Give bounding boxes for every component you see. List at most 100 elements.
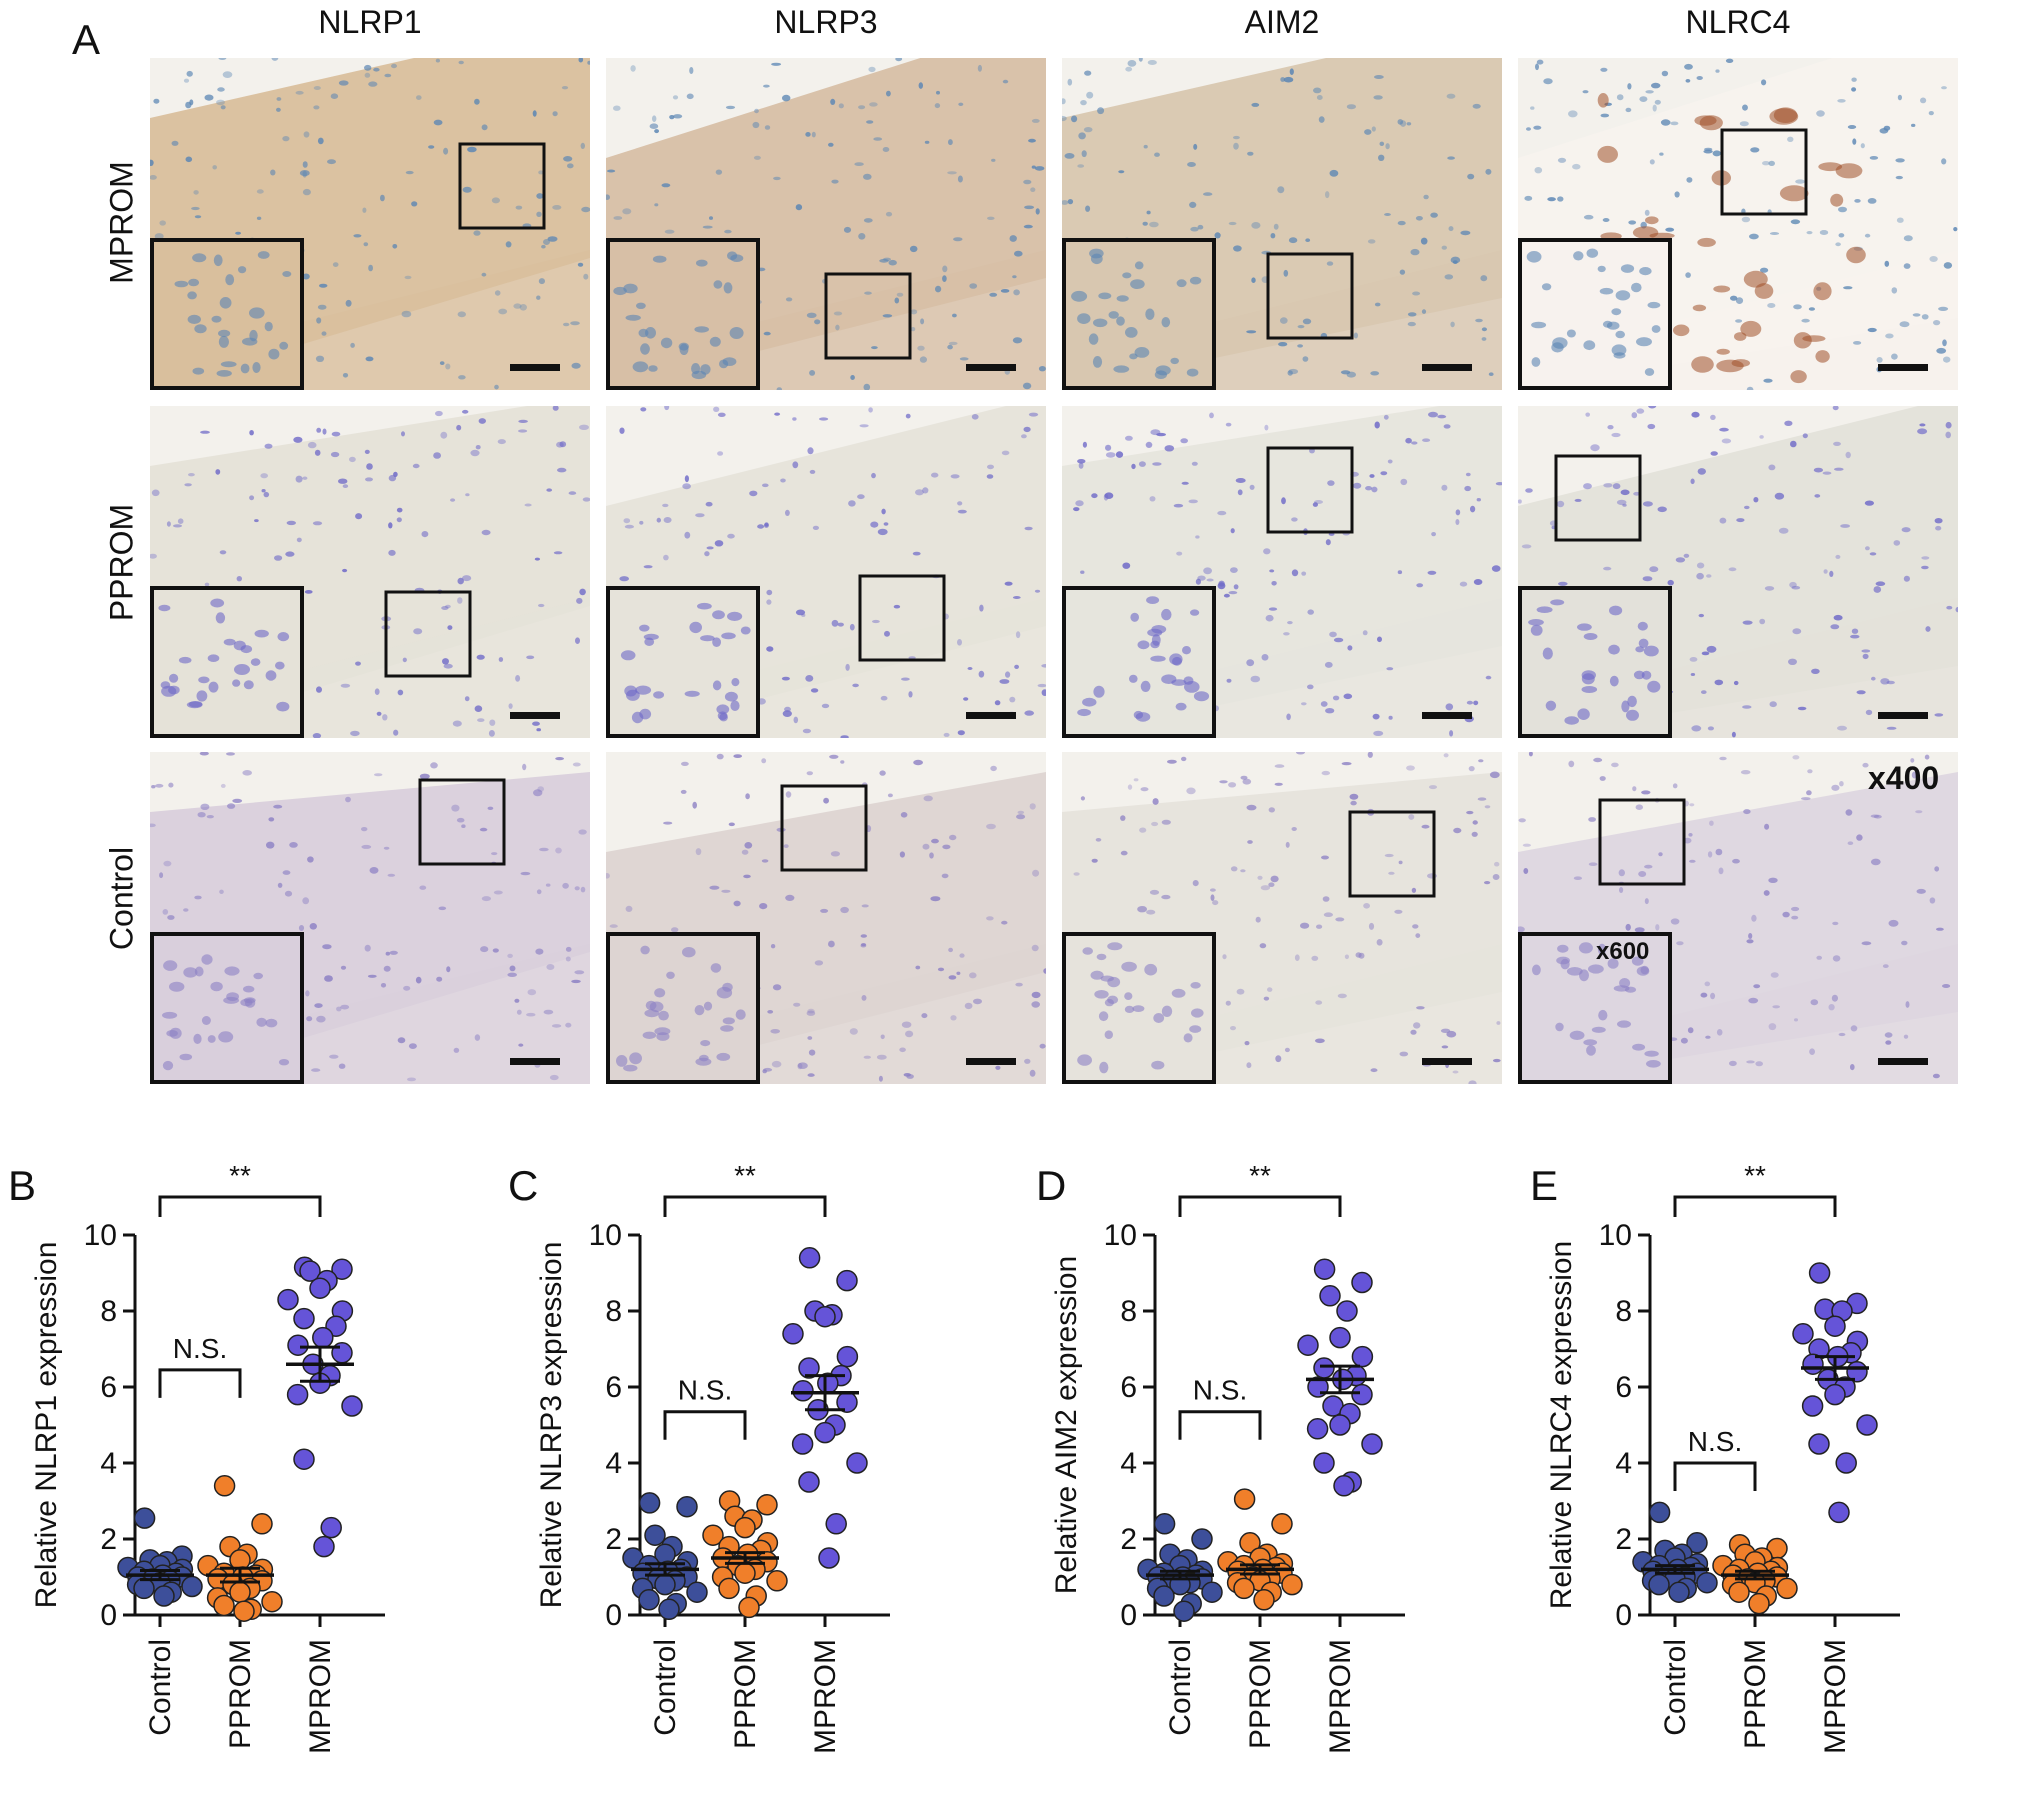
chart-nlrp3: Relative NLRP3 expression 0 2 4 6 8 10 Control P… xyxy=(535,1160,890,1754)
micrograph-aim2-pprom xyxy=(1062,406,1502,738)
data-point-mprom xyxy=(1297,1334,1319,1356)
data-point-mprom xyxy=(1792,1323,1814,1345)
data-point-pprom xyxy=(213,1594,235,1617)
x-tick-label-pprom: PPROM xyxy=(729,1639,762,1749)
data-point-mprom xyxy=(1329,1326,1351,1349)
data-point-pprom xyxy=(702,1524,724,1546)
data-point-mprom xyxy=(836,1269,858,1292)
data-point-mprom xyxy=(287,1334,309,1356)
chart-nlrc4: Relative NLRC4 expression 0 2 4 6 8 10 Control P… xyxy=(1545,1160,1900,1754)
data-point-mprom xyxy=(798,1357,820,1379)
data-point-control xyxy=(686,1581,708,1603)
data-point-control xyxy=(638,1589,660,1611)
data-point-control xyxy=(1648,1501,1671,1524)
row-label-pprom: PPROM xyxy=(103,503,140,622)
x-tick-label-pprom: PPROM xyxy=(1739,1639,1772,1749)
data-point-mprom xyxy=(792,1380,814,1402)
x-tick-label-mprom: MPROM xyxy=(809,1639,842,1754)
micrograph-nlrp3-pprom xyxy=(606,406,1046,738)
data-point-pprom xyxy=(718,1577,740,1600)
data-point-pprom xyxy=(233,1600,255,1622)
significance-bracket xyxy=(663,1410,747,1440)
data-point-pprom xyxy=(1281,1573,1303,1596)
data-point-pprom xyxy=(734,1516,756,1539)
y-tick-label: 0 xyxy=(1120,1599,1137,1632)
data-point-mprom xyxy=(1828,1501,1850,1524)
y-tick-label: 8 xyxy=(100,1295,117,1328)
data-point-mprom xyxy=(818,1547,840,1569)
data-point-pprom xyxy=(251,1513,273,1535)
micrograph-nlrp1-pprom xyxy=(150,406,590,738)
x-tick-label-pprom: PPROM xyxy=(224,1639,257,1749)
data-point-mprom xyxy=(1351,1383,1373,1406)
y-tick-label: 0 xyxy=(1615,1599,1632,1632)
significance-bracket xyxy=(1673,1461,1757,1491)
y-tick-label: 10 xyxy=(589,1219,622,1252)
data-point-mprom xyxy=(791,1433,814,1455)
data-point-mprom xyxy=(798,1471,820,1493)
micrograph-nlrc4-control xyxy=(1518,752,1958,1084)
data-point-mprom xyxy=(1856,1414,1878,1436)
data-point-control xyxy=(153,1585,175,1607)
data-point-control xyxy=(1153,1585,1175,1607)
y-tick-label: 4 xyxy=(605,1447,622,1480)
data-point-pprom xyxy=(1776,1577,1798,1600)
significance-label: N.S. xyxy=(1193,1375,1247,1406)
data-point-pprom xyxy=(1748,1592,1770,1615)
x-tick-label-mprom: MPROM xyxy=(1324,1639,1357,1754)
significance-bracket xyxy=(1178,1410,1262,1440)
y-tick-label: 4 xyxy=(1615,1447,1632,1480)
data-point-mprom xyxy=(1351,1345,1374,1368)
data-point-pprom xyxy=(1271,1513,1293,1535)
significance-bracket xyxy=(158,1195,322,1217)
x-tick-label-control: Control xyxy=(649,1639,682,1736)
data-point-mprom xyxy=(286,1383,309,1406)
chart-aim2: Relative AIM2 expression 0 2 4 6 8 10 Control PP… xyxy=(1050,1160,1405,1754)
data-point-pprom xyxy=(1239,1532,1261,1554)
y-tick-label: 2 xyxy=(1615,1523,1632,1556)
magnification-label: x400 xyxy=(1868,760,1940,796)
data-point-mprom xyxy=(1313,1258,1336,1280)
column-label-nlrc4: NLRC4 xyxy=(1685,4,1791,40)
data-point-mprom xyxy=(1808,1262,1831,1284)
data-point-mprom xyxy=(1808,1433,1830,1455)
data-point-pprom xyxy=(756,1494,778,1516)
data-point-mprom xyxy=(814,1421,836,1444)
data-point-mprom xyxy=(1361,1433,1383,1455)
significance-bracket xyxy=(1673,1195,1837,1217)
column-label-nlrp3: NLRP3 xyxy=(774,4,878,40)
data-point-control xyxy=(1648,1573,1670,1596)
panel-a-letter: A xyxy=(72,16,101,63)
y-tick-label: 2 xyxy=(605,1523,622,1556)
significance-label: ** xyxy=(1249,1160,1271,1191)
data-point-pprom xyxy=(766,1570,788,1592)
data-point-mprom xyxy=(836,1345,859,1368)
data-point-mprom xyxy=(309,1277,331,1299)
panel-d-letter: D xyxy=(1036,1162,1067,1209)
data-point-control xyxy=(1696,1571,1718,1594)
data-point-pprom xyxy=(1253,1589,1275,1611)
panel-e-letter: E xyxy=(1530,1162,1559,1209)
y-tick-label: 6 xyxy=(1120,1371,1137,1404)
x-tick-label-control: Control xyxy=(1164,1639,1197,1736)
data-point-mprom xyxy=(1306,1418,1329,1440)
micrograph-nlrp1-mprom xyxy=(150,58,590,390)
x-tick-label-pprom: PPROM xyxy=(1244,1639,1277,1749)
inset-magnification-label: x600 xyxy=(1596,938,1650,965)
significance-bracket xyxy=(158,1368,242,1398)
significance-bracket xyxy=(1178,1195,1342,1217)
micrograph-nlrc4-mprom xyxy=(1518,58,1958,390)
data-point-mprom xyxy=(1801,1395,1824,1417)
data-point-mprom xyxy=(846,1452,868,1474)
micrograph-nlrp3-control xyxy=(606,752,1046,1084)
y-axis-label: Relative NLRP1 expression xyxy=(30,1242,63,1609)
data-point-mprom xyxy=(341,1395,363,1417)
data-point-control xyxy=(1668,1581,1690,1603)
y-tick-label: 10 xyxy=(1104,1219,1137,1252)
column-label-nlrp1: NLRP1 xyxy=(318,4,422,40)
data-point-control xyxy=(1191,1528,1213,1550)
data-point-mprom xyxy=(331,1258,353,1280)
data-point-mprom xyxy=(825,1513,847,1535)
significance-label: ** xyxy=(734,1160,756,1191)
micrograph-aim2-mprom xyxy=(1062,58,1502,390)
